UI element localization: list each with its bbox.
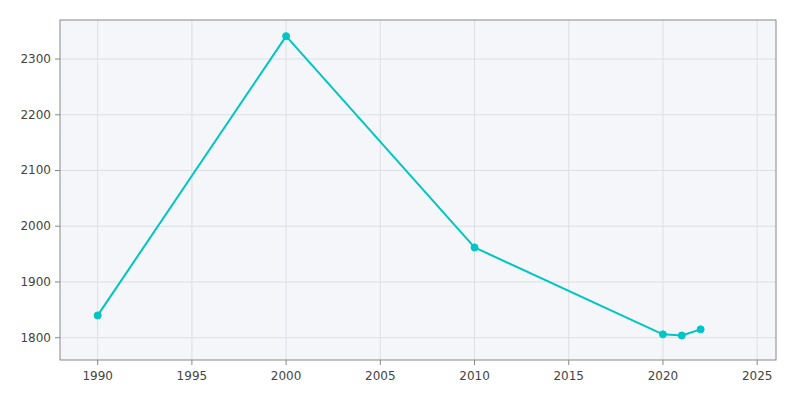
x-tick <box>380 360 381 365</box>
x-tick-label: 2015 <box>553 369 584 383</box>
x-tick-label: 1990 <box>82 369 113 383</box>
tick-labels: 1990 1995 2000 2005 2010 2015 2020 2025 1800 1900… <box>20 52 772 383</box>
x-tick-label: 2000 <box>271 369 302 383</box>
y-grid-line <box>60 337 776 338</box>
x-tick-label: 2025 <box>742 369 773 383</box>
chart-svg: 1990 1995 2000 2005 2010 2015 2020 2025 1800 1900… <box>0 0 800 400</box>
x-tick <box>286 360 287 365</box>
x-grid-line <box>474 20 475 360</box>
marker <box>678 332 685 339</box>
data-area <box>94 33 704 339</box>
y-grid-line <box>60 59 776 60</box>
x-grid-line <box>757 20 758 360</box>
y-tick <box>55 281 60 282</box>
y-tick-label: 2200 <box>20 108 51 122</box>
x-tick <box>662 360 663 365</box>
plot-frame <box>60 20 776 360</box>
x-tick <box>97 360 98 365</box>
x-grid-line <box>662 20 663 360</box>
x-grid-line <box>191 20 192 360</box>
x-grid-line <box>97 20 98 360</box>
plot-background <box>60 20 776 360</box>
y-tick <box>55 337 60 338</box>
y-grid-line <box>60 281 776 282</box>
y-tick-label: 1900 <box>20 275 51 289</box>
x-grid-line <box>380 20 381 360</box>
marker <box>471 244 478 251</box>
y-tick <box>55 59 60 60</box>
marker <box>697 326 704 333</box>
y-tick <box>55 170 60 171</box>
x-tick-label: 2020 <box>648 369 679 383</box>
y-tick-label: 2100 <box>20 163 51 177</box>
y-tick <box>55 114 60 115</box>
y-tick-label: 1800 <box>20 331 51 345</box>
y-grid-line <box>60 114 776 115</box>
marker <box>659 331 666 338</box>
line <box>98 36 701 335</box>
y-tick <box>55 226 60 227</box>
y-grid-line <box>60 170 776 171</box>
x-tick <box>191 360 192 365</box>
y-tick-label: 2300 <box>20 52 51 66</box>
x-tick-label: 2010 <box>459 369 490 383</box>
x-grid-line <box>286 20 287 360</box>
x-tick <box>474 360 475 365</box>
x-tick-label: 2005 <box>365 369 396 383</box>
y-tick-label: 2000 <box>20 219 51 233</box>
x-tick <box>568 360 569 365</box>
x-tick-label: 1995 <box>177 369 208 383</box>
marker <box>283 33 290 40</box>
x-grid-line <box>568 20 569 360</box>
grid <box>55 20 776 365</box>
chart-container: 1990 1995 2000 2005 2010 2015 2020 2025 1800 1900… <box>0 0 800 400</box>
marker <box>94 312 101 319</box>
x-tick <box>757 360 758 365</box>
y-grid-line <box>60 226 776 227</box>
